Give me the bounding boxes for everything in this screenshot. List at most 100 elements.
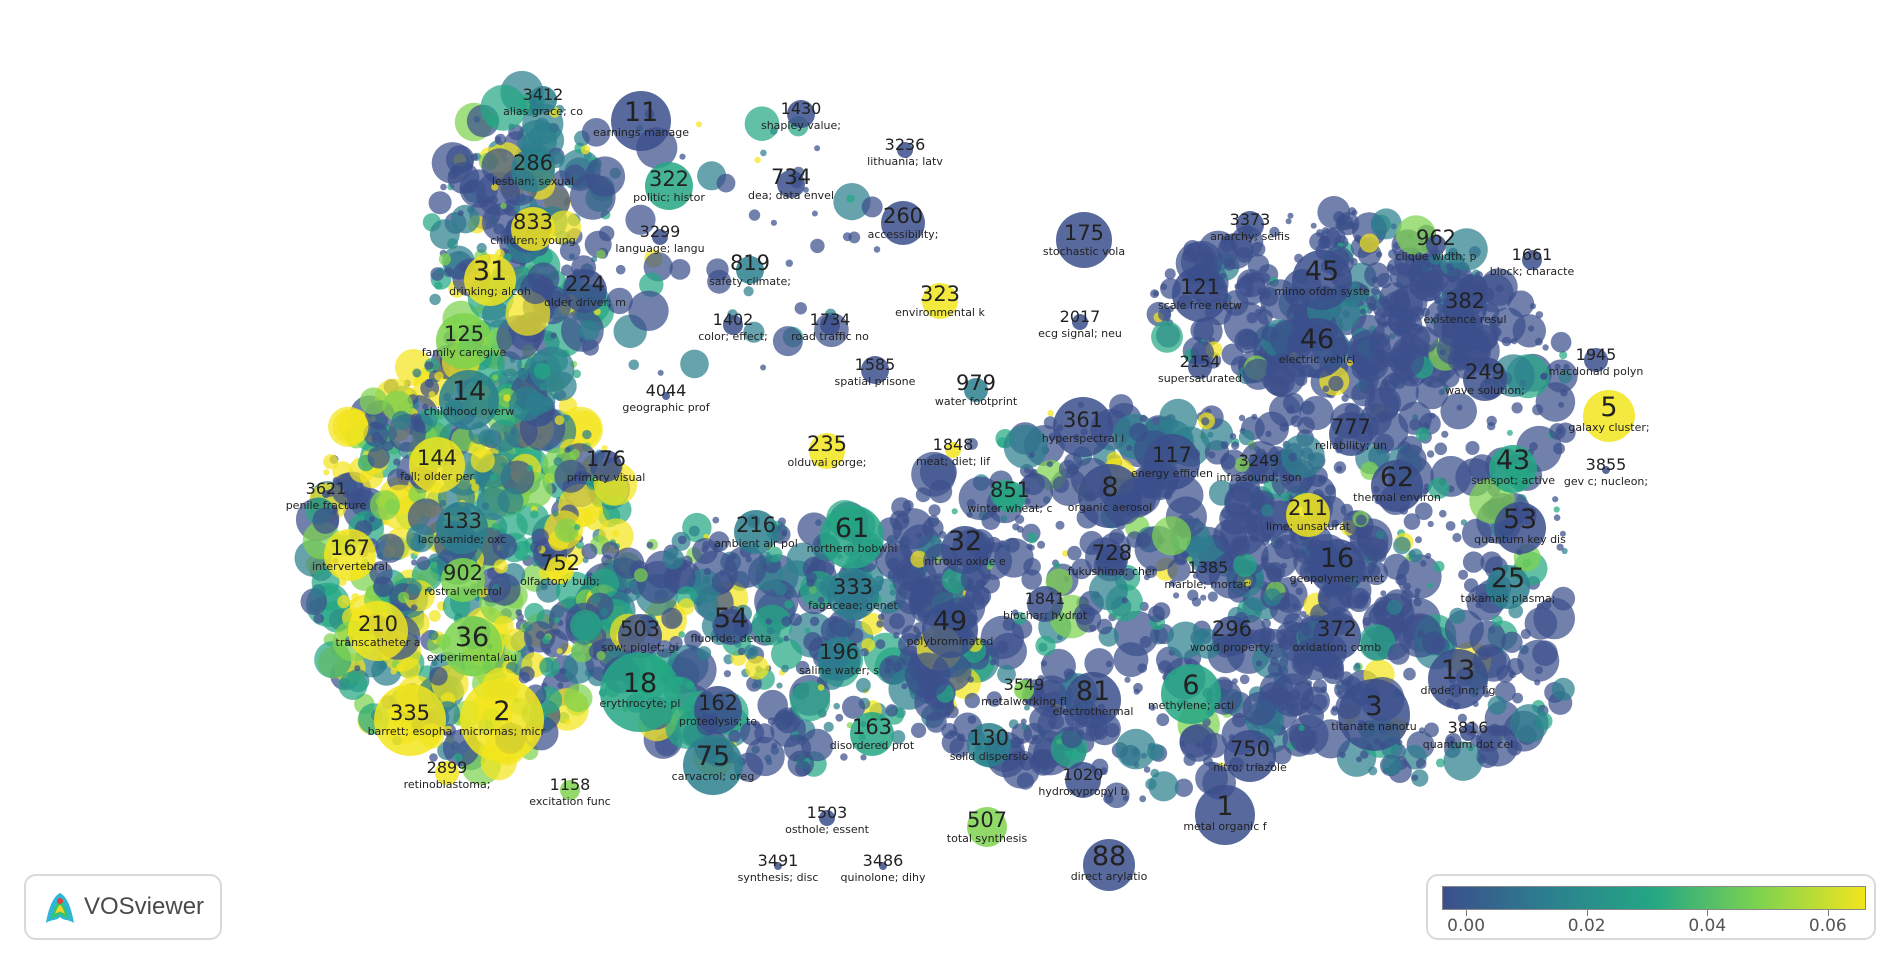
cluster-bubble[interactable]: [1512, 692, 1523, 704]
cluster-bubble[interactable]: [1238, 429, 1255, 446]
cluster-bubble[interactable]: [810, 238, 825, 254]
cluster-bubble-752[interactable]: [546, 556, 574, 584]
cluster-bubble[interactable]: [679, 153, 686, 160]
cluster-bubble-734[interactable]: [777, 170, 805, 198]
cluster-bubble[interactable]: [531, 528, 549, 546]
cluster-bubble[interactable]: [1187, 589, 1199, 601]
cluster-bubble[interactable]: [757, 689, 788, 721]
cluster-bubble[interactable]: [1387, 643, 1410, 665]
cluster-bubble[interactable]: [615, 264, 626, 275]
cluster-bubble-196[interactable]: [817, 637, 861, 681]
cluster-bubble[interactable]: [1242, 691, 1277, 726]
cluster-bubble[interactable]: [1084, 648, 1114, 678]
cluster-bubble[interactable]: [1411, 774, 1419, 781]
cluster-bubble[interactable]: [571, 639, 594, 663]
cluster-bubble-286[interactable]: [511, 148, 555, 192]
cluster-bubble[interactable]: [492, 533, 518, 559]
cluster-bubble[interactable]: [1313, 679, 1327, 694]
cluster-bubble-75[interactable]: [683, 735, 743, 795]
cluster-bubble[interactable]: [1037, 540, 1046, 549]
cluster-bubble[interactable]: [1560, 389, 1568, 397]
cluster-bubble[interactable]: [817, 684, 825, 691]
cluster-bubble[interactable]: [904, 652, 951, 698]
cluster-bubble[interactable]: [744, 106, 780, 141]
cluster-bubble-133[interactable]: [436, 502, 488, 554]
cluster-bubble-1734[interactable]: [820, 315, 840, 335]
cluster-bubble[interactable]: [783, 635, 790, 642]
cluster-bubble[interactable]: [451, 204, 480, 234]
cluster-bubble[interactable]: [1554, 363, 1561, 370]
cluster-bubble[interactable]: [476, 242, 487, 254]
cluster-bubble[interactable]: [533, 362, 551, 380]
cluster-bubble[interactable]: [1371, 286, 1380, 296]
cluster-bubble[interactable]: [1430, 636, 1450, 656]
cluster-bubble[interactable]: [553, 617, 560, 624]
cluster-bubble[interactable]: [1550, 331, 1572, 353]
cluster-bubble[interactable]: [1159, 398, 1198, 437]
cluster-bubble-45[interactable]: [1292, 250, 1352, 310]
cluster-bubble[interactable]: [958, 476, 1003, 521]
cluster-bubble[interactable]: [1174, 778, 1194, 797]
cluster-bubble[interactable]: [1389, 262, 1416, 289]
cluster-bubble[interactable]: [1362, 617, 1372, 626]
cluster-bubble[interactable]: [1033, 759, 1042, 768]
cluster-bubble[interactable]: [328, 406, 369, 447]
cluster-bubble[interactable]: [1283, 612, 1304, 633]
cluster-bubble[interactable]: [1357, 591, 1369, 603]
cluster-bubble[interactable]: [434, 281, 443, 290]
cluster-bubble-2899[interactable]: [435, 761, 459, 785]
cluster-bubble[interactable]: [1166, 621, 1205, 659]
cluster-bubble[interactable]: [1427, 520, 1434, 528]
cluster-bubble[interactable]: [1047, 410, 1054, 417]
cluster-bubble[interactable]: [323, 454, 339, 470]
cluster-bubble[interactable]: [1462, 551, 1485, 573]
cluster-bubble[interactable]: [817, 596, 825, 604]
cluster-bubble[interactable]: [453, 753, 463, 762]
cluster-bubble[interactable]: [1324, 484, 1336, 496]
cluster-bubble-88[interactable]: [1083, 839, 1135, 891]
cluster-bubble[interactable]: [500, 202, 507, 209]
cluster-bubble[interactable]: [1250, 241, 1266, 257]
cluster-bubble[interactable]: [337, 595, 351, 609]
cluster-bubble[interactable]: [469, 478, 476, 485]
cluster-bubble[interactable]: [887, 557, 900, 570]
cluster-bubble[interactable]: [1460, 519, 1468, 526]
cluster-bubble[interactable]: [312, 507, 339, 534]
cluster-bubble[interactable]: [582, 429, 592, 440]
cluster-bubble-503[interactable]: [618, 614, 662, 658]
cluster-bubble[interactable]: [1346, 221, 1355, 229]
cluster-bubble[interactable]: [951, 508, 958, 515]
cluster-bubble[interactable]: [323, 469, 330, 476]
cluster-bubble[interactable]: [1054, 562, 1061, 569]
cluster-bubble[interactable]: [1509, 671, 1517, 679]
cluster-bubble[interactable]: [1381, 755, 1402, 776]
cluster-bubble[interactable]: [1133, 688, 1140, 695]
cluster-bubble-323[interactable]: [922, 283, 958, 319]
cluster-bubble-728[interactable]: [1096, 544, 1128, 576]
cluster-bubble-1385[interactable]: [1196, 561, 1220, 585]
cluster-bubble-3855[interactable]: [1602, 466, 1610, 474]
cluster-bubble[interactable]: [1398, 315, 1417, 334]
cluster-bubble[interactable]: [684, 630, 703, 649]
cluster-bubble[interactable]: [748, 209, 761, 221]
cluster-bubble[interactable]: [1026, 532, 1038, 544]
cluster-bubble[interactable]: [746, 676, 762, 692]
cluster-bubble[interactable]: [1359, 233, 1379, 253]
cluster-bubble[interactable]: [1424, 722, 1439, 738]
cluster-bubble[interactable]: [1259, 279, 1300, 320]
cluster-bubble[interactable]: [492, 583, 500, 591]
cluster-bubble[interactable]: [1465, 441, 1480, 455]
cluster-bubble[interactable]: [804, 627, 811, 634]
cluster-bubble[interactable]: [1052, 476, 1070, 493]
cluster-bubble[interactable]: [1121, 597, 1128, 604]
cluster-bubble[interactable]: [1220, 454, 1236, 470]
cluster-bubble[interactable]: [743, 286, 754, 297]
cluster-bubble[interactable]: [916, 634, 923, 641]
cluster-bubble[interactable]: [1173, 592, 1180, 599]
vosviewer-brand[interactable]: VOSviewer: [24, 874, 222, 940]
cluster-bubble[interactable]: [760, 364, 767, 371]
cluster-bubble-5[interactable]: [1583, 390, 1635, 442]
cluster-bubble[interactable]: [695, 121, 703, 128]
cluster-bubble-54[interactable]: [713, 609, 749, 645]
cluster-bubble[interactable]: [677, 535, 687, 545]
